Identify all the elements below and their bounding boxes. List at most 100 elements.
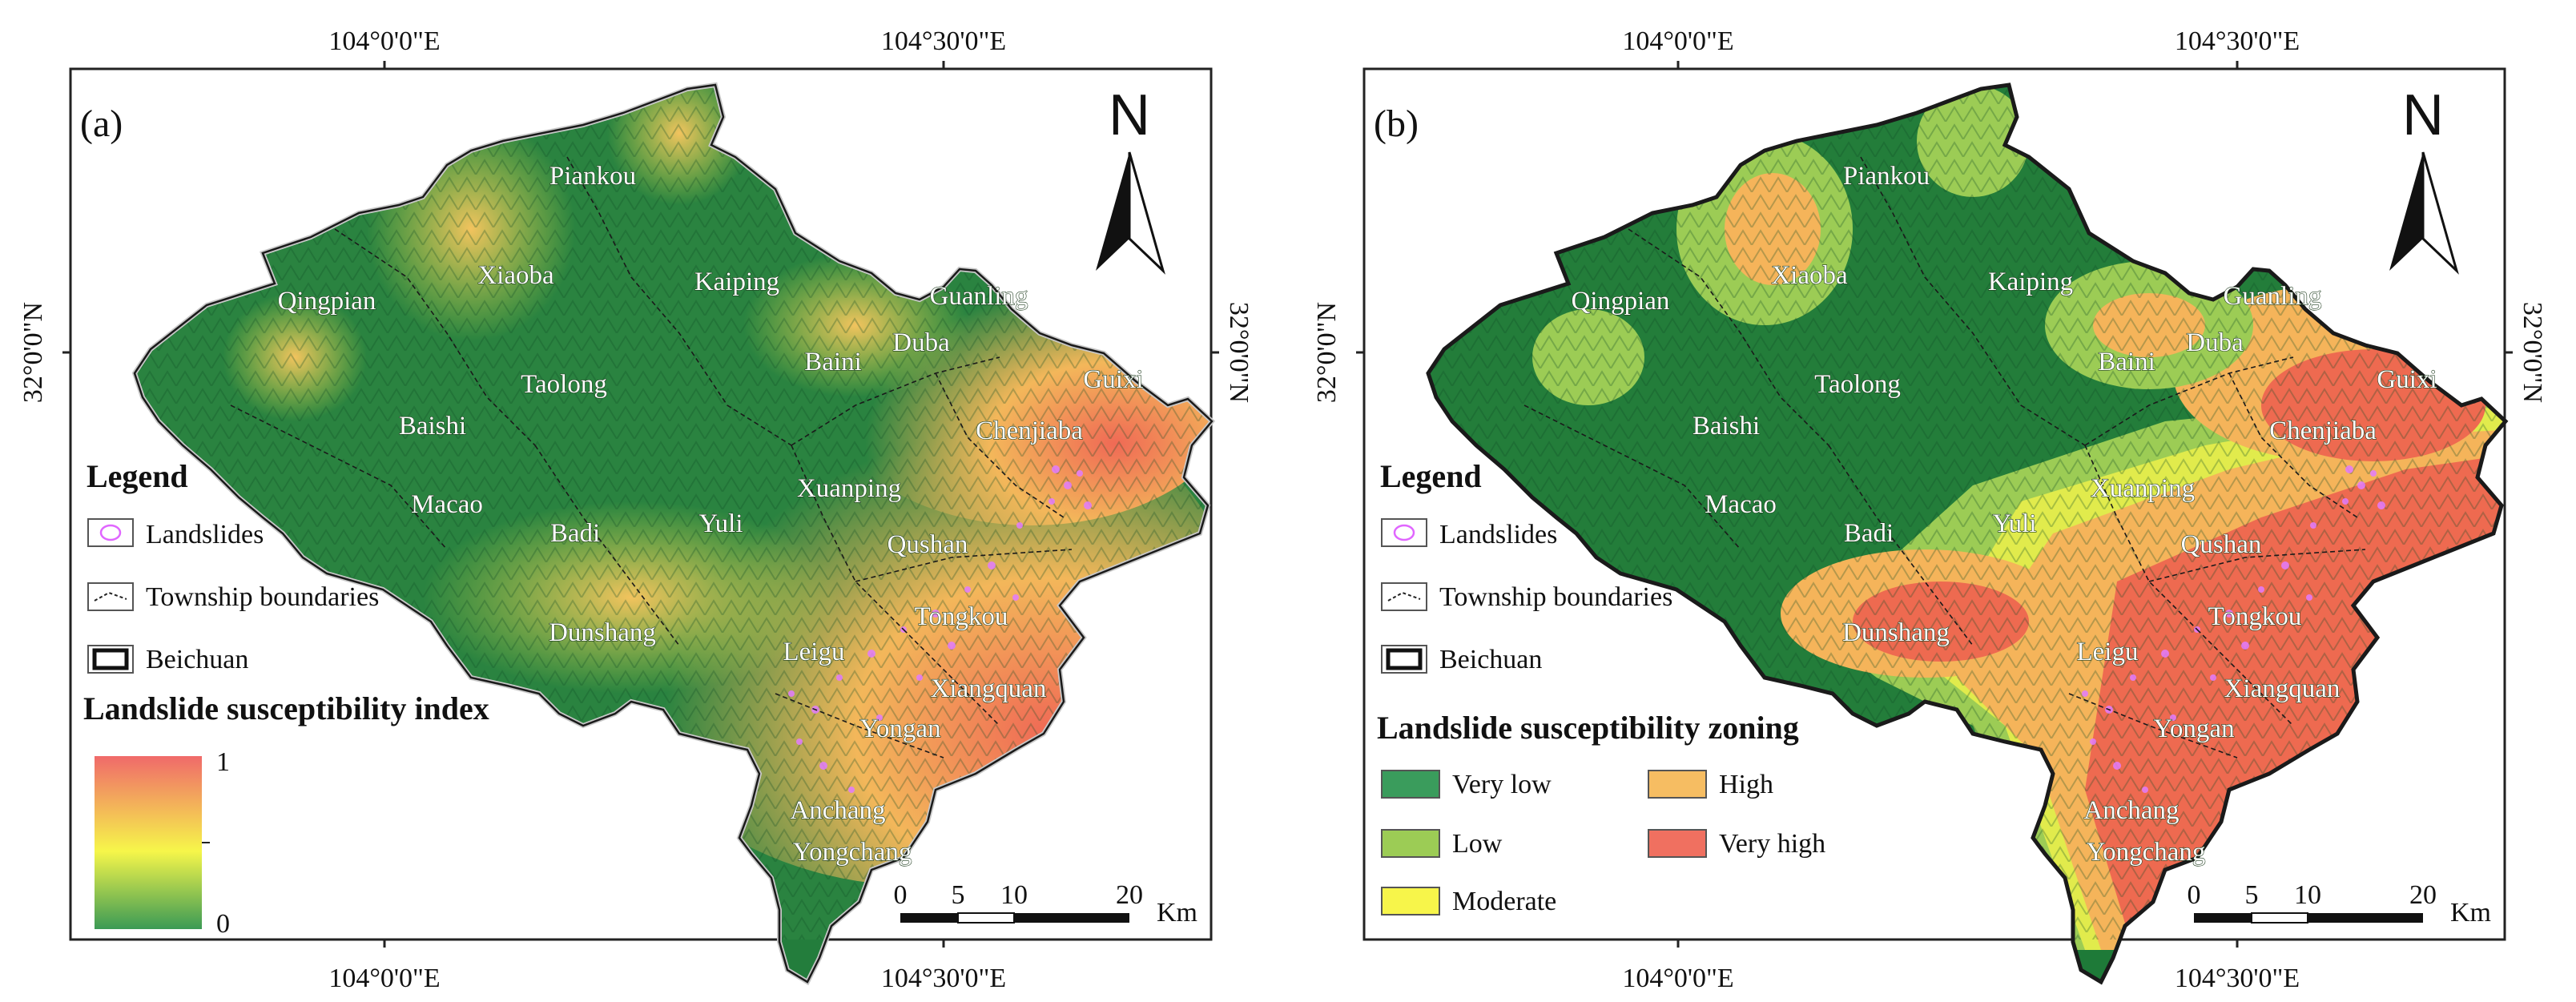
scale-label-0: 0: [894, 880, 908, 910]
right-tick: 32°0'0"N: [2518, 302, 2547, 403]
place-label: Dunshang: [549, 618, 656, 647]
place-names: Piankou Xiaoba Qingpian Kaiping Guanling…: [1571, 161, 2437, 867]
legend-subtitle: Landslide susceptibility zoning: [1377, 710, 1799, 746]
place-label: Macao: [411, 490, 483, 519]
landslide-swatch: [87, 518, 134, 547]
place-label: Qushan: [888, 530, 968, 559]
place-label: Piankou: [1843, 162, 1930, 191]
legend-item-beichuan: Beichuan: [1439, 645, 1542, 674]
scale-label-0: 0: [2188, 880, 2201, 910]
place-label: Yongan: [2153, 714, 2234, 743]
place-label: Guixi: [2377, 365, 2437, 394]
scale-segment-3: [1014, 913, 1129, 923]
bottom-tick-1: 104°0'0"E: [1622, 964, 1733, 993]
place-label: Duba: [2186, 328, 2244, 357]
class-label-high: High: [1719, 770, 1773, 799]
place-label: Xiaoba: [1771, 261, 1848, 290]
class-label-very-low: Very low: [1452, 770, 1552, 799]
place-label: Taolong: [521, 370, 607, 399]
place-label: Dunshang: [1842, 618, 1950, 647]
legend-title: Legend: [1380, 458, 1482, 494]
legend-item-township: Township boundaries: [1439, 582, 1672, 612]
scale-label-10: 10: [2294, 880, 2321, 910]
scale-segment-2: [2251, 912, 2308, 924]
township-boundaries: [230, 156, 1073, 759]
township-swatch: [1381, 582, 1427, 611]
landslide-icon: [99, 524, 122, 541]
legend: Legend Landslides Township boundaries Be…: [83, 458, 489, 939]
scale-segment-1: [900, 913, 958, 923]
place-label: Chenjiaba: [2269, 416, 2377, 445]
north-arrow: N: [2389, 83, 2459, 275]
place-label: Guixi: [1083, 365, 1143, 394]
landslide-swatch: [1381, 518, 1427, 547]
susceptibility-gradient-bar: [95, 756, 202, 929]
place-label: Yuli: [698, 509, 743, 538]
place-label: Xiangquan: [2224, 674, 2341, 703]
beichuan-boundary-icon: [92, 648, 129, 670]
place-label: Xiaoba: [477, 261, 554, 290]
scale-segment-1: [2194, 913, 2252, 923]
bottom-tick-1: 104°0'0"E: [328, 964, 440, 993]
legend-subtitle: Landslide susceptibility index: [83, 690, 489, 726]
place-label: Xuanping: [2091, 474, 2195, 503]
north-arrow-right-half: [2421, 151, 2459, 275]
place-label: Baini: [2098, 348, 2155, 376]
top-tick-2: 104°30'0"E: [2175, 26, 2300, 56]
place-label: Guanling: [930, 282, 1028, 311]
north-letter: N: [1109, 83, 1150, 147]
place-names: Piankou Xiaoba Qingpian Kaiping Guanling…: [277, 161, 1144, 867]
scale-segment-2: [957, 912, 1015, 924]
scale-label-5: 5: [952, 880, 965, 910]
left-tick: 32°0'0"N: [1312, 302, 1342, 403]
place-label: Kaiping: [1988, 268, 2073, 296]
north-letter: N: [2402, 83, 2444, 147]
panel-label: (b): [1374, 103, 1419, 145]
place-label: Qingpian: [1572, 287, 1670, 316]
place-label: Anchang: [790, 796, 885, 825]
place-label: Tongkou: [2208, 602, 2302, 631]
tick-marks: [62, 61, 1219, 948]
place-label: Yongchang: [2087, 838, 2206, 867]
place-label: Piankou: [549, 162, 636, 191]
class-label-very-high: Very high: [1719, 829, 1825, 859]
legend-item-beichuan: Beichuan: [146, 645, 248, 674]
panel-label: (a): [80, 103, 123, 145]
place-label: Baishi: [1693, 412, 1760, 441]
place-label: Guanling: [2224, 282, 2322, 311]
right-tick: 32°0'0"N: [1224, 302, 1254, 403]
township-swatch: [87, 582, 134, 611]
top-tick-1: 104°0'0"E: [1622, 26, 1733, 56]
township-boundary-icon: [1387, 591, 1421, 602]
class-swatch-moderate: [1381, 887, 1440, 915]
legend-item-township: Township boundaries: [146, 582, 379, 612]
place-label: Duba: [892, 328, 950, 357]
scale-bar: 0 5 10 20 Km: [2188, 880, 2492, 928]
township-boundary-icon: [94, 591, 127, 602]
place-label: Leigu: [2077, 638, 2139, 666]
gradient-min-label: 0: [216, 909, 230, 939]
class-swatch-low: [1381, 829, 1440, 858]
scale-unit: Km: [1157, 898, 1197, 928]
place-label: Chenjiaba: [976, 416, 1083, 445]
place-label: Xuanping: [797, 474, 901, 503]
landslide-icon: [1393, 524, 1415, 541]
place-label: Baishi: [399, 412, 466, 441]
north-arrow-left-half: [2389, 152, 2423, 271]
landslide-points: [2082, 465, 2385, 793]
place-label: Leigu: [783, 638, 845, 666]
north-arrow-left-half: [1096, 152, 1129, 271]
place-label: Yuli: [1992, 509, 2036, 538]
place-label: Anchang: [2083, 796, 2179, 825]
place-label: Yongchang: [793, 838, 912, 867]
scale-bar: 0 5 10 20 Km: [894, 880, 1198, 928]
place-label: Baini: [804, 348, 862, 376]
north-arrow: N: [1096, 83, 1165, 275]
class-label-moderate: Moderate: [1452, 887, 1556, 916]
legend-item-landslides: Landslides: [1439, 520, 1557, 549]
place-label: Xiangquan: [931, 674, 1047, 703]
scale-label-20: 20: [1116, 880, 1143, 910]
panel-a: 104°0'0"E 104°30'0"E 104°0'0"E 104°30'0"…: [18, 26, 1254, 993]
place-label: Qushan: [2181, 530, 2262, 559]
bottom-tick-2: 104°30'0"E: [881, 964, 1006, 993]
